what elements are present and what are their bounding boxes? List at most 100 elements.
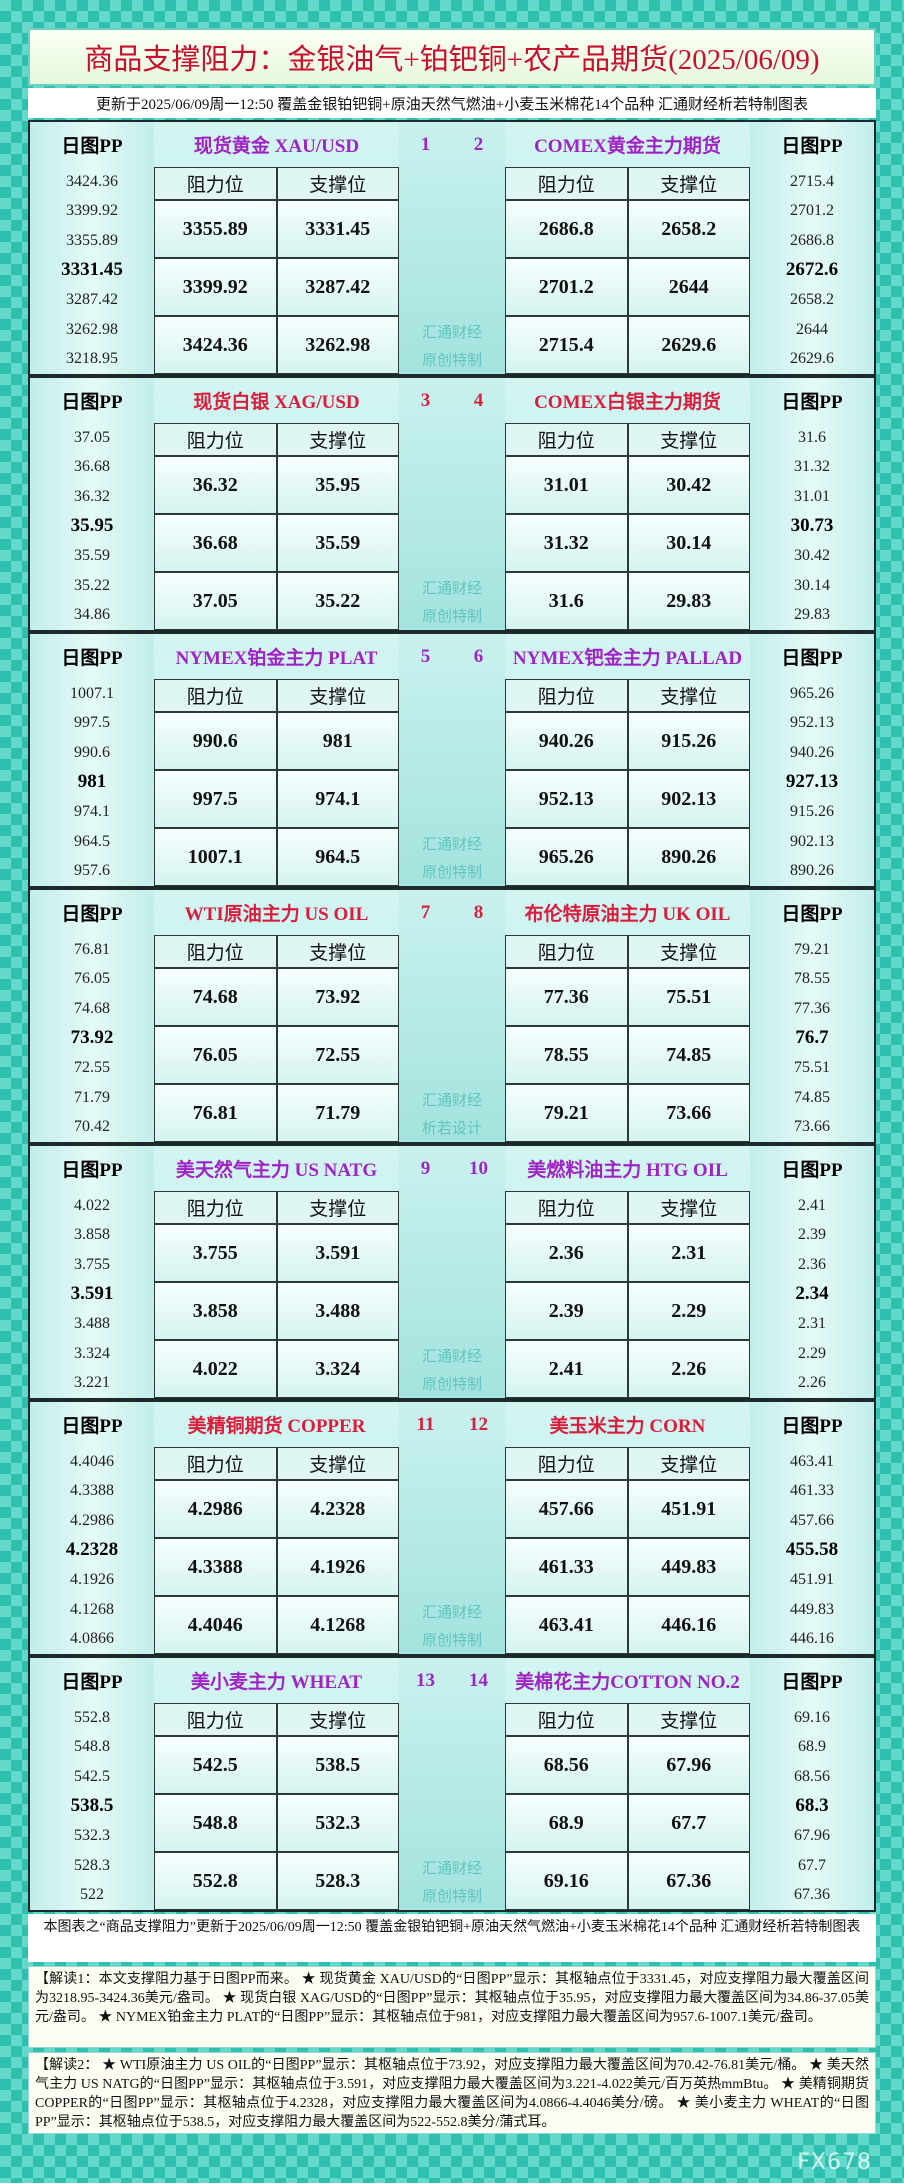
pp-level: 2686.8 xyxy=(790,231,834,249)
resistance-cell: 36.68 xyxy=(154,514,277,572)
support-cell: 35.22 xyxy=(276,572,399,630)
table-header: 阻力位 xyxy=(154,1191,277,1224)
support-cell: 73.92 xyxy=(276,968,399,1026)
pp-label: 日图PP xyxy=(61,392,123,413)
pp-label: 日图PP xyxy=(61,904,123,925)
pp-level: 461.33 xyxy=(790,1482,834,1500)
resistance-cell: 940.26 xyxy=(505,712,628,770)
support-cell: 964.5 xyxy=(276,828,399,886)
pp-level: 4.022 xyxy=(74,1196,110,1214)
instrument-name: COMEX黄金主力期货 xyxy=(534,136,721,157)
pp-label: 日图PP xyxy=(61,1160,123,1181)
panel-number: 4 xyxy=(473,389,484,411)
support-cell: 72.55 xyxy=(276,1026,399,1084)
pp-level: 957.6 xyxy=(74,862,110,880)
pivot-point: 35.95 xyxy=(70,515,114,537)
pp-level: 4.2986 xyxy=(70,1511,114,1529)
table-header: 阻力位 xyxy=(154,679,277,712)
pp-level: 463.41 xyxy=(790,1452,834,1470)
table-header: 支撑位 xyxy=(627,679,750,712)
support-cell: 974.1 xyxy=(276,770,399,828)
pp-level: 974.1 xyxy=(74,803,110,821)
panel-number: 8 xyxy=(473,901,484,923)
pp-level: 940.26 xyxy=(790,743,834,761)
table-header: 阻力位 xyxy=(154,1703,277,1736)
resistance-cell: 4.4046 xyxy=(154,1596,277,1654)
pp-level: 890.26 xyxy=(790,862,834,880)
table-header: 阻力位 xyxy=(505,1447,628,1480)
pp-level: 528.3 xyxy=(74,1856,110,1874)
panel-number: 13 xyxy=(416,1669,435,1691)
support-cell: 35.59 xyxy=(276,514,399,572)
pp-level: 29.83 xyxy=(794,606,830,624)
resistance-cell: 76.81 xyxy=(154,1084,277,1142)
resistance-cell: 548.8 xyxy=(154,1794,277,1852)
pivot-point: 73.92 xyxy=(70,1027,114,1049)
pp-level: 2658.2 xyxy=(790,291,834,309)
panel-watermark: 汇通财经 xyxy=(421,1092,482,1109)
pp-level: 31.01 xyxy=(794,487,830,505)
pp-level: 3399.92 xyxy=(66,202,118,220)
resistance-cell: 79.21 xyxy=(505,1084,628,1142)
resistance-cell: 4.3388 xyxy=(154,1538,277,1596)
panel-watermark: 原创特制 xyxy=(421,864,482,881)
panel: 日图PP 现货黄金 XAU/USD 3424.36 3399.92 3355.89 333… xyxy=(28,120,876,376)
resistance-cell: 2.36 xyxy=(505,1224,628,1282)
pp-level: 2.26 xyxy=(798,1374,826,1392)
resistance-cell: 69.16 xyxy=(505,1852,628,1910)
pp-level: 2.29 xyxy=(798,1344,826,1362)
pp-level: 3.858 xyxy=(74,1226,110,1244)
pp-level: 2629.6 xyxy=(790,350,834,368)
panel-watermark: 析若设计 xyxy=(421,1120,482,1137)
support-cell: 2.31 xyxy=(627,1224,750,1282)
resistance-cell: 2.41 xyxy=(505,1340,628,1398)
resistance-cell: 3.858 xyxy=(154,1282,277,1340)
pp-level: 915.26 xyxy=(790,803,834,821)
instrument-name: WTI原油主力 US OIL xyxy=(184,904,369,925)
pivot-point: 3.591 xyxy=(70,1283,114,1305)
panel-watermark: 汇通财经 xyxy=(421,1860,482,1877)
support-cell: 30.14 xyxy=(627,514,750,572)
panel: 日图PP NYMEX铂金主力 PLAT 1007.1 997.5 990.6 981 974… xyxy=(28,632,876,888)
resistance-cell: 2701.2 xyxy=(505,258,628,316)
support-cell: 4.1268 xyxy=(276,1596,399,1654)
pp-column xyxy=(750,1658,874,1910)
instrument-name: 布伦特原油主力 UK OIL xyxy=(524,904,731,925)
instrument-name: NYMEX钯金主力 PALLAD xyxy=(512,648,743,669)
watermark: FX678 xyxy=(797,2150,872,2175)
resistance-cell: 552.8 xyxy=(154,1852,277,1910)
pp-label: 日图PP xyxy=(781,136,843,157)
resistance-cell: 4.022 xyxy=(154,1340,277,1398)
panel-watermark: 汇通财经 xyxy=(421,580,482,597)
pp-label: 日图PP xyxy=(61,1672,123,1693)
resistance-cell: 36.32 xyxy=(154,456,277,514)
pp-label: 日图PP xyxy=(61,648,123,669)
support-cell: 67.7 xyxy=(627,1794,750,1852)
resistance-cell: 68.56 xyxy=(505,1736,628,1794)
pp-column xyxy=(750,1402,874,1654)
pivot-point: 455.58 xyxy=(785,1539,839,1561)
resistance-cell: 2686.8 xyxy=(505,200,628,258)
pp-level: 2715.4 xyxy=(790,172,834,190)
table-header: 阻力位 xyxy=(154,167,277,200)
pp-level: 532.3 xyxy=(74,1827,110,1845)
support-cell: 4.1926 xyxy=(276,1538,399,1596)
instrument-name: 美棉花主力COTTON NO.2 xyxy=(515,1672,740,1693)
pp-level: 2644 xyxy=(796,320,828,338)
pp-level: 67.96 xyxy=(794,1827,830,1845)
pp-level: 4.4046 xyxy=(70,1452,114,1470)
pp-level: 990.6 xyxy=(74,743,110,761)
pp-level: 68.9 xyxy=(798,1738,826,1756)
note: 【解读1：本文支撑阻力基于日图PP而来。 ★ 现货黄金 XAU/USD的“日图P… xyxy=(28,1966,876,2048)
support-cell: 3.591 xyxy=(276,1224,399,1282)
pivot-point: 538.5 xyxy=(70,1795,114,1817)
pp-column xyxy=(750,378,874,630)
pp-level: 37.05 xyxy=(74,428,110,446)
panel-number: 5 xyxy=(420,645,431,667)
support-cell: 2.29 xyxy=(627,1282,750,1340)
pp-level: 4.1926 xyxy=(70,1571,114,1589)
pp-label: 日图PP xyxy=(781,392,843,413)
support-cell: 538.5 xyxy=(276,1736,399,1794)
instrument-name: 美精铜期货 COPPER xyxy=(187,1416,366,1437)
pp-label: 日图PP xyxy=(61,136,123,157)
